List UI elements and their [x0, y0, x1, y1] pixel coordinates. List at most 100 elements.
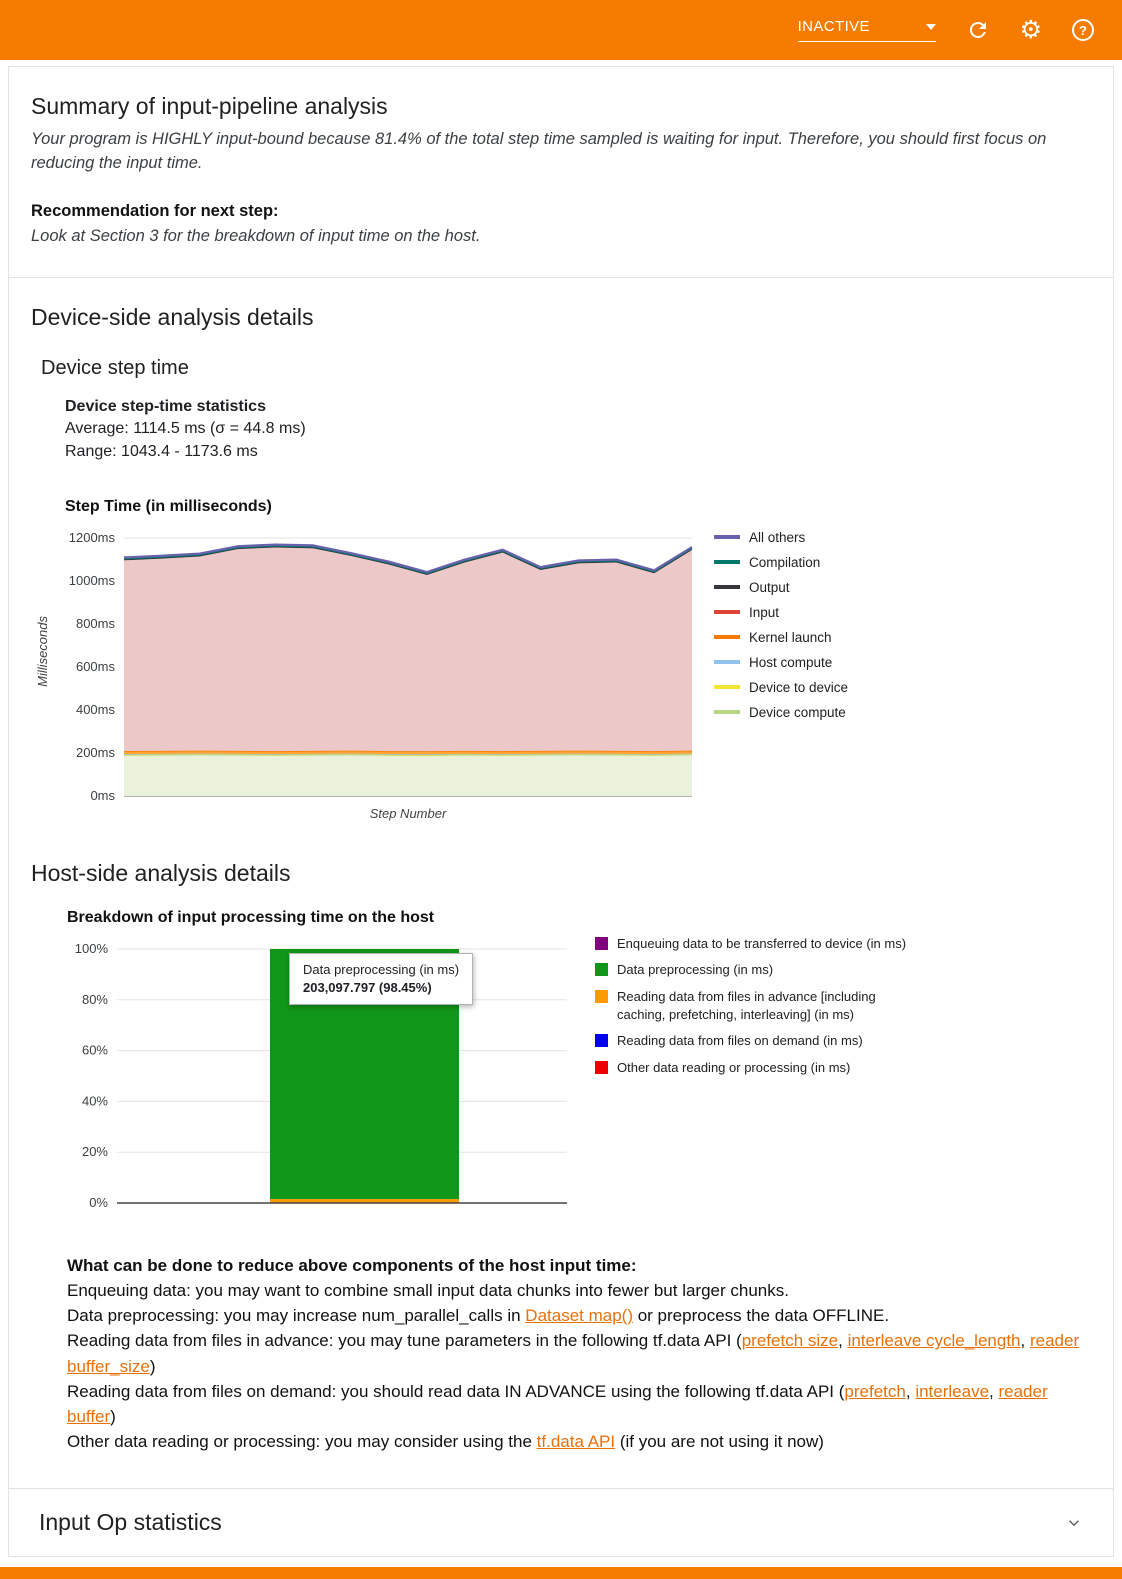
legend-item: Other data reading or processing (in ms)	[595, 1059, 925, 1077]
legend-item: Compilation	[714, 555, 848, 570]
settings-button[interactable]: ⚙	[1019, 15, 1042, 44]
legend-label: Kernel launch	[749, 629, 832, 645]
main-card: Summary of input-pipeline analysis Your …	[8, 66, 1114, 1558]
legend-item: All others	[714, 530, 848, 545]
legend-item: Data preprocessing (in ms)	[595, 961, 925, 979]
device-section-title: Device-side analysis details	[31, 303, 314, 330]
legend-label: Host compute	[749, 654, 833, 670]
dropdown-caret-icon	[925, 23, 936, 30]
host-advice-block: What can be done to reduce above compone…	[67, 1253, 1091, 1454]
advice-line: Enqueuing data: you may want to combine …	[67, 1278, 1091, 1303]
legend-item: Host compute	[714, 655, 848, 670]
svg-text:60%: 60%	[82, 1043, 108, 1058]
legend-swatch	[714, 560, 740, 565]
recommendation-label: Recommendation for next step:	[31, 201, 279, 220]
advice-line: Data preprocessing: you may increase num…	[67, 1303, 1091, 1328]
tooltip-value: 203,097.797 (98.45%)	[303, 979, 432, 995]
svg-text:800ms: 800ms	[76, 616, 116, 631]
advice-line: Reading data from files in advance: you …	[67, 1328, 1091, 1378]
svg-text:100%: 100%	[75, 941, 109, 956]
help-button[interactable]: ?	[1072, 19, 1094, 41]
advice-text: or preprocess the data OFFLINE.	[633, 1306, 890, 1326]
device-chart-row: Milliseconds 0ms 200ms 400ms 600ms 800ms 1000…	[35, 524, 1091, 824]
svg-text:Step Number: Step Number	[370, 806, 447, 821]
svg-text:200ms: 200ms	[76, 745, 116, 760]
svg-text:400ms: 400ms	[76, 702, 116, 717]
advice-text: Data preprocessing: you may increase num…	[67, 1306, 526, 1326]
advice-text: ,	[1020, 1331, 1030, 1351]
expand-section-button[interactable]	[1065, 1514, 1083, 1532]
advice-line: Reading data from files on demand: you s…	[67, 1379, 1091, 1429]
legend-swatch	[714, 610, 740, 615]
advice-text: ,	[838, 1331, 848, 1351]
legend-item: Output	[714, 580, 848, 595]
advice-text: )	[149, 1356, 156, 1376]
host-chart-legend: Enqueuing data to be transferred to devi…	[595, 935, 925, 1076]
svg-text:1200ms: 1200ms	[69, 530, 116, 545]
svg-text:20%: 20%	[82, 1144, 108, 1159]
legend-item: Reading data from files in advance [incl…	[595, 988, 925, 1023]
input-op-title: Input Op statistics	[39, 1509, 222, 1536]
tooltip-title: Data preprocessing (in ms)	[303, 961, 460, 977]
host-chart-row: 0% 20% 40% 60% 80% 100% Data preprocessing (i…	[61, 933, 1091, 1233]
host-section-title: Host-side analysis details	[31, 859, 291, 886]
advice-text: Enqueuing data: you may want to combine …	[67, 1281, 789, 1301]
refresh-button[interactable]	[966, 18, 990, 42]
run-status-value: INACTIVE	[797, 18, 870, 35]
legend-item: Kernel launch	[714, 630, 848, 645]
stats-range: Range: 1043.4 - 1173.6 ms	[65, 443, 258, 461]
device-step-time-chart[interactable]: 0ms 200ms 400ms 600ms 800ms 1000ms 1200ms Step …	[50, 524, 700, 824]
svg-text:0ms: 0ms	[90, 788, 115, 803]
stats-average: Average: 1114.5 ms (σ = 44.8 ms)	[65, 420, 306, 438]
legend-label: Output	[749, 579, 790, 595]
svg-text:600ms: 600ms	[76, 659, 116, 674]
advice-link[interactable]: interleave	[915, 1381, 990, 1401]
legend-swatch	[595, 963, 608, 977]
legend-swatch	[595, 1060, 608, 1074]
legend-label: Data preprocessing (in ms)	[617, 962, 774, 978]
chart-tooltip: Data preprocessing (in ms) 203,097.797 (…	[289, 952, 474, 1005]
device-chart-legend: All others Compilation Output Input Kernel l…	[714, 530, 848, 720]
advice-text: Reading data from files in advance: you …	[67, 1331, 742, 1351]
advice-link[interactable]: reader buffer	[67, 1381, 1048, 1426]
legend-swatch	[714, 635, 740, 640]
host-chart-wrap: 0% 20% 40% 60% 80% 100% Data preprocessing (i…	[61, 933, 581, 1233]
advice-lines: Enqueuing data: you may want to combine …	[67, 1278, 1091, 1454]
advice-link[interactable]: prefetch	[844, 1381, 906, 1401]
advice-text: )	[110, 1406, 116, 1426]
advice-link[interactable]: prefetch size	[741, 1331, 839, 1351]
device-step-time-title: Device step time	[41, 356, 189, 379]
svg-text:0%: 0%	[89, 1195, 108, 1210]
advice-link[interactable]: interleave cycle_length	[847, 1331, 1021, 1351]
legend-item: Enqueuing data to be transferred to devi…	[595, 935, 925, 953]
summary-conclusion: Your program is HIGHLY input-bound becau…	[31, 130, 1047, 172]
legend-swatch	[595, 936, 608, 950]
advice-link[interactable]: tf.data API	[536, 1432, 616, 1452]
host-chart-heading: Breakdown of input processing time on th…	[67, 908, 435, 926]
legend-item: Reading data from files on demand (in ms…	[595, 1032, 925, 1050]
footer-bar	[0, 1567, 1122, 1579]
advice-link[interactable]: Dataset map()	[525, 1306, 633, 1326]
legend-swatch	[714, 710, 740, 715]
legend-swatch	[595, 1034, 608, 1048]
legend-swatch	[714, 585, 740, 590]
input-op-statistics-section[interactable]: Input Op statistics	[9, 1488, 1113, 1558]
legend-label: All others	[749, 529, 806, 545]
advice-heading: What can be done to reduce above compone…	[67, 1255, 637, 1275]
run-status-selector[interactable]: INACTIVE	[797, 18, 936, 42]
legend-label: Enqueuing data to be transferred to devi…	[617, 935, 907, 951]
refresh-icon	[969, 22, 986, 38]
svg-text:80%: 80%	[82, 992, 108, 1007]
legend-swatch	[714, 535, 740, 540]
legend-item: Device compute	[714, 705, 848, 720]
device-chart-heading: Step Time (in milliseconds)	[65, 497, 272, 515]
legend-item: Device to device	[714, 680, 848, 695]
gear-icon: ⚙	[1019, 15, 1042, 44]
advice-text: ,	[989, 1381, 999, 1401]
legend-label: Input	[749, 604, 780, 620]
stats-heading: Device step-time statistics	[65, 397, 266, 415]
advice-text: ,	[905, 1381, 916, 1401]
advice-link[interactable]: reader buffer_size	[67, 1331, 1080, 1376]
summary-title: Summary of input-pipeline analysis	[31, 93, 388, 119]
help-icon: ?	[1072, 19, 1094, 41]
